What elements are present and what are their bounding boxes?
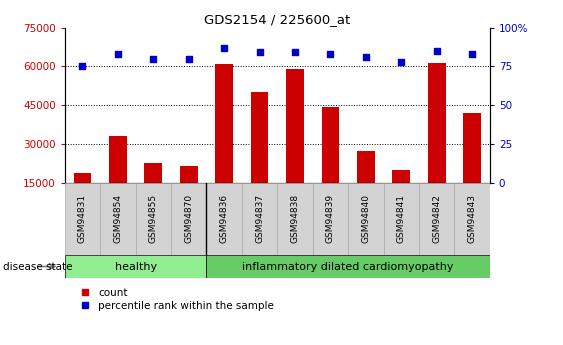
Text: GSM94840: GSM94840 — [361, 194, 370, 243]
Text: GSM94870: GSM94870 — [184, 194, 193, 243]
Title: GDS2154 / 225600_at: GDS2154 / 225600_at — [204, 13, 350, 27]
Bar — [428, 62, 445, 222]
Point — [468, 51, 477, 57]
Point — [184, 56, 193, 61]
Bar — [286, 69, 304, 222]
Bar — [242, 183, 277, 255]
Text: GSM94837: GSM94837 — [255, 194, 264, 243]
Point — [78, 63, 87, 69]
Point — [149, 56, 158, 61]
Text: GSM94831: GSM94831 — [78, 194, 87, 243]
Point — [432, 48, 441, 53]
Bar — [383, 183, 419, 255]
Bar — [348, 183, 383, 255]
Bar — [312, 183, 348, 255]
Text: inflammatory dilated cardiomyopathy: inflammatory dilated cardiomyopathy — [243, 262, 454, 272]
Bar — [357, 150, 375, 222]
Bar — [207, 255, 490, 278]
Bar — [463, 113, 481, 222]
Text: GSM94855: GSM94855 — [149, 194, 158, 243]
Bar — [278, 183, 312, 255]
Bar — [392, 170, 410, 222]
Bar — [454, 183, 490, 255]
Bar — [136, 183, 171, 255]
Text: GSM94838: GSM94838 — [291, 194, 300, 243]
Point — [113, 51, 122, 57]
Text: healthy: healthy — [114, 262, 157, 272]
Point — [220, 45, 229, 50]
Bar — [65, 255, 207, 278]
Bar — [215, 64, 233, 222]
Point — [255, 50, 264, 55]
Text: GSM94836: GSM94836 — [220, 194, 229, 243]
Bar — [100, 183, 136, 255]
Point — [361, 54, 370, 60]
Bar — [321, 107, 339, 222]
Point — [397, 59, 406, 65]
Legend: count, percentile rank within the sample: count, percentile rank within the sample — [81, 288, 274, 311]
Bar — [419, 183, 454, 255]
Text: GSM94854: GSM94854 — [113, 194, 122, 243]
Text: disease state: disease state — [3, 262, 72, 272]
Bar — [145, 164, 162, 222]
Text: GSM94843: GSM94843 — [468, 194, 477, 243]
Point — [291, 50, 300, 55]
Bar — [109, 136, 127, 222]
Bar — [74, 172, 91, 222]
Bar — [251, 92, 269, 222]
Text: GSM94839: GSM94839 — [326, 194, 335, 243]
Bar — [171, 183, 207, 255]
Bar — [180, 166, 198, 222]
Bar — [207, 183, 242, 255]
Bar — [65, 183, 100, 255]
Point — [326, 51, 335, 57]
Text: GSM94841: GSM94841 — [397, 194, 406, 243]
Text: GSM94842: GSM94842 — [432, 194, 441, 243]
